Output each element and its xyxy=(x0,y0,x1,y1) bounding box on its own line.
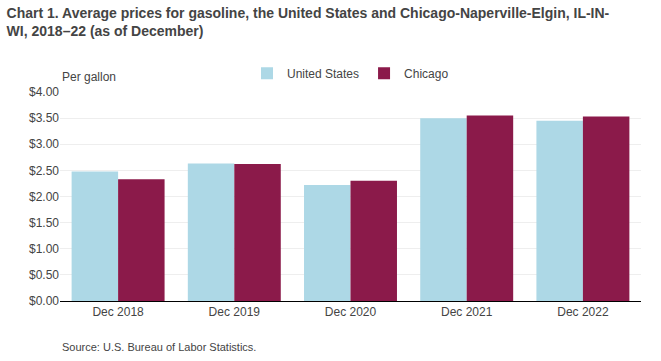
svg-text:$1.50: $1.50 xyxy=(29,216,59,230)
svg-text:Dec 2022: Dec 2022 xyxy=(557,305,609,319)
svg-text:$2.00: $2.00 xyxy=(29,190,59,204)
svg-text:Dec 2021: Dec 2021 xyxy=(441,305,493,319)
svg-text:$4.00: $4.00 xyxy=(29,85,59,99)
svg-text:$3.00: $3.00 xyxy=(29,137,59,151)
svg-text:Dec 2019: Dec 2019 xyxy=(209,305,261,319)
svg-text:Dec 2018: Dec 2018 xyxy=(92,305,144,319)
svg-text:Source: U.S. Bureau of Labor S: Source: U.S. Bureau of Labor Statistics. xyxy=(62,341,256,353)
svg-text:Per gallon: Per gallon xyxy=(62,70,116,84)
svg-text:Chart 1. Average prices for ga: Chart 1. Average prices for gasoline, th… xyxy=(7,5,610,39)
svg-text:$2.50: $2.50 xyxy=(29,164,59,178)
svg-text:$1.00: $1.00 xyxy=(29,242,59,256)
svg-text:$0.50: $0.50 xyxy=(29,268,59,282)
svg-text:Dec 2020: Dec 2020 xyxy=(325,305,377,319)
svg-text:Chicago: Chicago xyxy=(404,67,448,81)
svg-text:United States: United States xyxy=(287,67,359,81)
svg-text:$0.00: $0.00 xyxy=(29,294,59,308)
svg-text:$3.50: $3.50 xyxy=(29,111,59,125)
